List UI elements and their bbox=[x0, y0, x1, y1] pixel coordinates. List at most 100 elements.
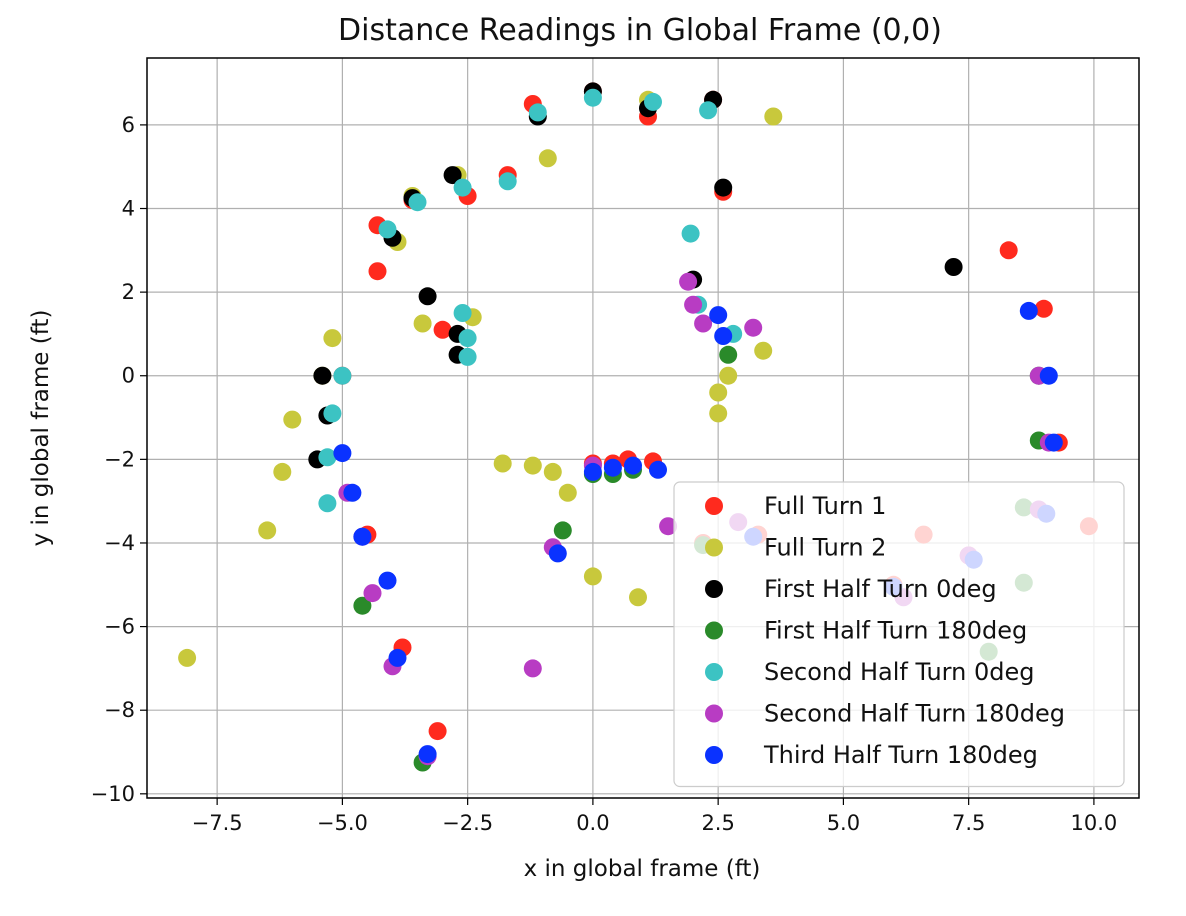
point-series-2 bbox=[178, 648, 197, 667]
point-series-1 bbox=[428, 722, 447, 741]
point-series-5 bbox=[528, 103, 547, 122]
legend-box bbox=[673, 481, 1125, 788]
point-series-7 bbox=[388, 648, 407, 667]
x-tick-label: 10.0 bbox=[1071, 811, 1118, 835]
point-series-4 bbox=[553, 521, 572, 540]
y-tick-label: −4 bbox=[104, 531, 135, 555]
point-series-5 bbox=[453, 178, 472, 197]
point-series-6 bbox=[523, 659, 542, 678]
legend-label: Second Half Turn 0deg bbox=[764, 658, 1034, 686]
y-tick-label: 6 bbox=[122, 113, 135, 137]
legend-label: Full Turn 1 bbox=[764, 492, 886, 520]
x-tick-label: 0.0 bbox=[576, 811, 609, 835]
y-axis-label: y in global frame (ft) bbox=[28, 310, 54, 547]
x-tick-label: 2.5 bbox=[701, 811, 734, 835]
point-series-7 bbox=[1039, 366, 1058, 385]
legend-marker bbox=[705, 497, 723, 515]
point-series-5 bbox=[458, 329, 477, 348]
point-series-2 bbox=[493, 454, 512, 473]
point-series-4 bbox=[353, 596, 372, 615]
point-series-2 bbox=[629, 588, 647, 607]
point-series-5 bbox=[323, 404, 342, 423]
point-series-2 bbox=[764, 107, 783, 126]
point-series-3 bbox=[313, 366, 332, 385]
point-series-7 bbox=[1019, 301, 1038, 320]
point-series-2 bbox=[283, 410, 302, 429]
point-series-5 bbox=[498, 172, 517, 191]
point-series-3 bbox=[443, 166, 462, 185]
legend-marker bbox=[705, 538, 723, 557]
point-series-7 bbox=[709, 306, 728, 325]
x-tick-label: −7.5 bbox=[192, 811, 243, 835]
point-series-6 bbox=[694, 314, 713, 333]
point-series-7 bbox=[343, 483, 362, 502]
legend-label: First Half Turn 180deg bbox=[764, 617, 1027, 645]
point-series-1 bbox=[999, 241, 1018, 260]
point-series-4 bbox=[719, 345, 738, 364]
x-tick-label: −5.0 bbox=[317, 811, 368, 835]
point-series-6 bbox=[684, 295, 703, 314]
point-series-6 bbox=[679, 272, 698, 291]
point-series-5 bbox=[681, 224, 700, 243]
point-series-6 bbox=[363, 584, 382, 603]
point-series-2 bbox=[538, 149, 557, 168]
y-tick-label: −6 bbox=[104, 615, 135, 639]
x-tick-label: 5.0 bbox=[827, 811, 860, 835]
point-series-2 bbox=[709, 383, 728, 402]
point-series-7 bbox=[548, 544, 567, 563]
point-series-7 bbox=[418, 745, 437, 764]
legend-label: First Half Turn 0deg bbox=[764, 575, 997, 603]
point-series-5 bbox=[453, 304, 472, 322]
point-series-1 bbox=[1034, 299, 1053, 318]
point-series-6 bbox=[659, 517, 678, 536]
point-series-2 bbox=[323, 329, 342, 348]
legend-label: Third Half Turn 180deg bbox=[763, 741, 1038, 769]
point-series-7 bbox=[353, 527, 372, 546]
point-series-7 bbox=[603, 458, 622, 477]
x-tick-label: 7.5 bbox=[952, 811, 985, 835]
point-series-5 bbox=[318, 494, 337, 513]
point-series-2 bbox=[413, 314, 432, 333]
point-series-7 bbox=[649, 460, 667, 479]
point-series-2 bbox=[543, 462, 562, 481]
legend-label: Full Turn 2 bbox=[764, 534, 886, 562]
point-series-5 bbox=[408, 193, 427, 212]
point-series-3 bbox=[418, 287, 437, 306]
axis-ticks: −7.5 −5.0 −2.5 0.0 2.5 5.0 7.5 10.0 −10 −8 −6 −4 −2 0… bbox=[91, 113, 1118, 835]
point-series-2 bbox=[258, 521, 277, 540]
point-series-7 bbox=[333, 444, 352, 463]
point-series-7 bbox=[1044, 433, 1063, 452]
point-series-5 bbox=[458, 347, 477, 366]
legend-marker bbox=[705, 580, 723, 598]
point-series-2 bbox=[273, 462, 292, 481]
point-series-5 bbox=[318, 448, 337, 467]
legend: Full Turn 1 Full Turn 2 First Half Turn 0d… bbox=[673, 481, 1125, 788]
point-series-3 bbox=[714, 178, 733, 197]
legend-marker bbox=[705, 621, 723, 640]
y-tick-label: −2 bbox=[104, 447, 135, 471]
point-series-7 bbox=[583, 462, 602, 481]
point-series-5 bbox=[583, 88, 602, 107]
y-tick-label: 4 bbox=[122, 197, 135, 221]
legend-label: Second Half Turn 180deg bbox=[764, 700, 1065, 728]
point-series-1 bbox=[368, 262, 387, 281]
point-series-2 bbox=[523, 456, 542, 475]
legend-marker bbox=[705, 746, 723, 764]
point-series-3 bbox=[944, 258, 963, 276]
y-tick-label: 0 bbox=[122, 364, 135, 388]
chart-title: Distance Readings in Global Frame (0,0) bbox=[338, 13, 942, 48]
y-tick-label: −10 bbox=[91, 782, 135, 806]
y-tick-label: 2 bbox=[122, 280, 135, 304]
point-series-7 bbox=[378, 571, 397, 590]
legend-marker bbox=[705, 663, 723, 681]
x-axis-label: x in global frame (ft) bbox=[524, 856, 761, 882]
y-tick-label: −8 bbox=[104, 698, 135, 722]
point-series-2 bbox=[754, 341, 773, 360]
x-tick-label: −2.5 bbox=[442, 811, 493, 835]
point-series-1 bbox=[433, 320, 452, 339]
point-series-2 bbox=[719, 366, 738, 385]
point-series-2 bbox=[583, 567, 602, 586]
legend-marker bbox=[705, 704, 723, 723]
point-series-2 bbox=[709, 404, 728, 423]
